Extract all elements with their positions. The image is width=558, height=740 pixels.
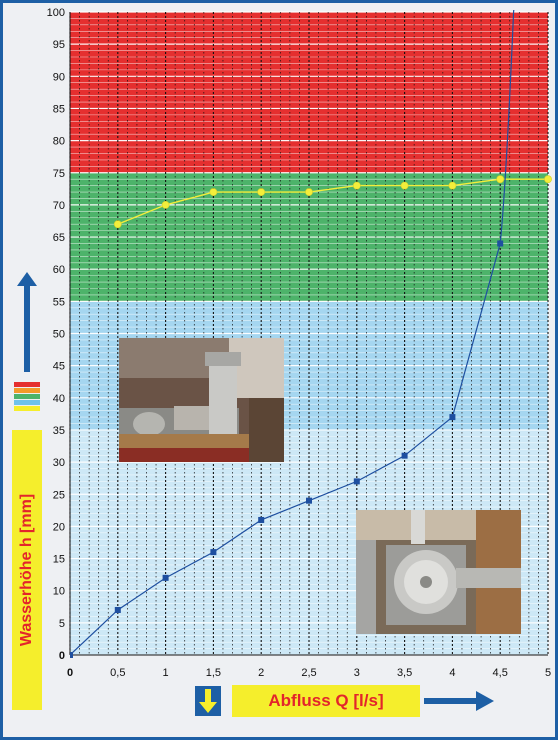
y-tick-label: 85 [53, 103, 65, 115]
series-upper-point [400, 181, 409, 190]
x-tick-label: 1,5 [206, 667, 221, 679]
y-tick-label: 60 [53, 264, 65, 276]
y-tick-label: 95 [53, 39, 65, 51]
y-tick-label: 35 [53, 425, 65, 437]
y-tick-label: 50 [53, 329, 65, 341]
y-tick-label: 100 [47, 7, 65, 19]
y-tick-label: 5 [59, 618, 65, 630]
y-tick-label: 0 [59, 650, 65, 662]
legend-stripe-orange [14, 388, 40, 393]
x-axis-label: Abfluss Q [l/s] [268, 691, 384, 710]
legend-stripe-yellow [14, 406, 40, 411]
series-upper-point [544, 175, 552, 184]
y-tick-label: 25 [53, 489, 65, 501]
x-tick-label: 3,5 [397, 667, 412, 679]
arrow-up-icon [17, 272, 37, 372]
y-tick-label: 70 [53, 200, 65, 212]
x-tick-label: 0 [67, 667, 73, 679]
x-tick-label: 2,5 [301, 667, 316, 679]
y-tick-label: 20 [53, 521, 65, 533]
legend-stripe-green [14, 394, 40, 399]
series-upper-point [209, 188, 218, 196]
photo-drain [356, 510, 521, 634]
x-tick-label: 2 [258, 667, 264, 679]
y-axis-label: Wasserhöhe h [mm] [18, 493, 35, 647]
y-tick-label: 30 [53, 457, 65, 469]
y-tick-label: 65 [53, 232, 65, 244]
series-upper-point [305, 188, 313, 196]
x-axis-label-box [232, 685, 420, 717]
down-marker [195, 686, 221, 716]
y-tick-label: 15 [53, 554, 65, 566]
x-tick-label: 1 [163, 667, 169, 679]
x-tick-label: 5 [545, 667, 551, 679]
y-tick-label: 80 [53, 136, 65, 148]
y-tick-label: 75 [53, 168, 65, 180]
y-tick-label: 90 [53, 71, 65, 83]
x-tick-label: 4,5 [493, 667, 508, 679]
y-tick-label: 45 [53, 361, 65, 373]
arrow-down-icon [199, 689, 217, 713]
legend-stripe-blue [14, 400, 40, 405]
photo-pipe-fitting [119, 338, 284, 462]
y-axis-label-box [12, 430, 42, 710]
series-upper-point [448, 181, 457, 190]
x-tick-label: 4 [449, 667, 455, 679]
y-tick-label: 10 [53, 586, 65, 598]
arrow-right-icon [424, 691, 494, 711]
series-upper-point [113, 220, 122, 229]
x-tick-label: 3 [354, 667, 360, 679]
series-upper-point [496, 175, 505, 184]
series-upper-point [257, 188, 266, 196]
x-tick-label: 0,5 [110, 667, 125, 679]
y-tick-label: 55 [53, 296, 65, 308]
y-tick-label: 40 [53, 393, 65, 405]
series-upper-point [352, 181, 361, 190]
series-upper-point [161, 200, 170, 209]
legend-stripe-red [14, 382, 40, 387]
